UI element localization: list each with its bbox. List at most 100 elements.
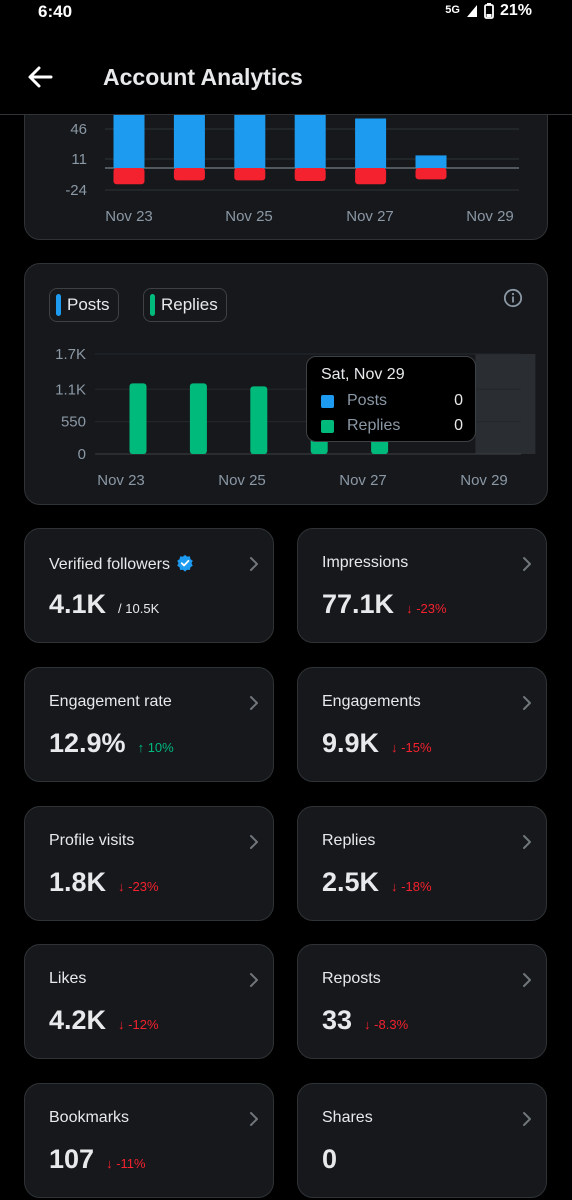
chevron-right-icon[interactable]	[520, 833, 534, 851]
x-tick-label: Nov 25	[218, 472, 266, 489]
metric-delta: ↓ -15%	[391, 740, 431, 755]
bar-lost[interactable]	[294, 168, 326, 181]
y-tick-label: 11	[71, 151, 87, 168]
metric-label: Engagement rate	[49, 693, 172, 710]
back-arrow-icon[interactable]	[24, 61, 56, 93]
bar-replies[interactable]	[129, 383, 147, 454]
bar-gained[interactable]	[415, 155, 447, 168]
metric-value: 1.8K	[49, 867, 107, 897]
chevron-right-icon[interactable]	[247, 555, 261, 573]
arrow-down-icon: ↓	[391, 740, 402, 755]
info-icon[interactable]	[503, 288, 523, 308]
y-tick-label: 0	[78, 446, 86, 463]
metric-label: Replies	[322, 832, 376, 849]
metric-value: 0	[322, 1144, 338, 1174]
metric-value-row: 1.8K ↓ -23%	[49, 867, 159, 898]
metric-delta-value: 10%	[147, 740, 174, 755]
network-indicator: 5G	[445, 4, 460, 16]
metric-value: 4.1K	[49, 589, 107, 619]
x-tick-label: Nov 23	[97, 472, 145, 489]
replies-swatch	[150, 294, 155, 316]
x-tick-label: Nov 25	[225, 208, 273, 225]
metric-card-impressions[interactable]: Impressions 77.1K ↓ -23%	[297, 528, 547, 643]
battery-icon	[484, 3, 494, 19]
metric-card-bookmarks[interactable]: Bookmarks 107 ↓ -11%	[24, 1083, 274, 1198]
legend-posts-label: Posts	[67, 295, 110, 314]
metric-delta-value: -8.3%	[374, 1017, 409, 1032]
legend-replies-label: Replies	[161, 295, 218, 314]
metric-delta: ↓ -18%	[391, 879, 431, 894]
chevron-right-icon[interactable]	[247, 1110, 261, 1128]
metric-value: 107	[49, 1144, 95, 1174]
metric-label: Verified followers	[49, 554, 194, 574]
chevron-right-icon[interactable]	[247, 833, 261, 851]
metric-card-profile-visits[interactable]: Profile visits 1.8K ↓ -23%	[24, 806, 274, 921]
arrow-down-icon: ↓	[364, 1017, 375, 1032]
metric-value-row: 4.2K ↓ -12%	[49, 1005, 159, 1036]
y-tick-label: 1.7K	[55, 346, 86, 363]
metric-total: / 10.5K	[118, 601, 160, 616]
bar-lost[interactable]	[355, 168, 387, 185]
metric-delta: ↓ -12%	[118, 1017, 158, 1032]
bar-lost[interactable]	[415, 168, 447, 180]
bar-lost[interactable]	[234, 168, 266, 181]
metric-label: Reposts	[322, 970, 381, 987]
metric-card-engagement-rate[interactable]: Engagement rate 12.9% ↑ 10%	[24, 667, 274, 782]
metric-delta: ↓ -8.3%	[364, 1017, 408, 1032]
metric-delta-value: -15%	[401, 740, 432, 755]
metric-delta-value: -23%	[416, 601, 447, 616]
bar-gained[interactable]	[355, 118, 387, 169]
metric-value: 9.9K	[322, 728, 380, 758]
x-tick-label: Nov 29	[466, 208, 514, 225]
legend-posts-toggle[interactable]: Posts	[49, 288, 119, 322]
chevron-right-icon[interactable]	[247, 971, 261, 989]
status-time: 6:40	[38, 2, 73, 21]
bar-replies[interactable]	[250, 386, 268, 454]
legend-replies-toggle[interactable]: Replies	[143, 288, 227, 322]
arrow-down-icon: ↓	[406, 601, 417, 616]
chevron-right-icon[interactable]	[247, 694, 261, 712]
tooltip-posts-label: Posts	[347, 392, 388, 409]
metric-value: 4.2K	[49, 1005, 107, 1035]
metric-label: Impressions	[322, 554, 409, 571]
chevron-right-icon[interactable]	[520, 694, 534, 712]
metric-card-verified-followers[interactable]: Verified followers 4.1K / 10.5K	[24, 528, 274, 643]
chevron-right-icon[interactable]	[520, 555, 534, 573]
arrow-down-icon: ↓	[118, 1017, 129, 1032]
metric-card-reposts[interactable]: Reposts 33 ↓ -8.3%	[297, 944, 547, 1059]
metric-value-row: 107 ↓ -11%	[49, 1144, 146, 1175]
chart-tooltip: Sat, Nov 29 Posts 0 Replies 0	[306, 356, 476, 442]
metric-value-row: 0	[322, 1144, 337, 1175]
posts-replies-chart-card: Posts Replies 1.7K 1.1K 550 0 Nov 23 Nov 25 No…	[24, 263, 548, 505]
arrow-down-icon: ↓	[118, 879, 129, 894]
posts-swatch	[56, 294, 61, 316]
tooltip-replies-label: Replies	[347, 417, 401, 434]
metric-card-replies[interactable]: Replies 2.5K ↓ -18%	[297, 806, 547, 921]
chevron-right-icon[interactable]	[520, 1110, 534, 1128]
metric-label: Engagements	[322, 693, 421, 710]
metric-value: 77.1K	[322, 589, 395, 619]
bar-lost[interactable]	[173, 168, 205, 181]
metric-label: Shares	[322, 1109, 373, 1126]
tooltip-date: Sat, Nov 29	[321, 366, 405, 383]
metric-delta-value: -23%	[128, 879, 159, 894]
chevron-right-icon[interactable]	[520, 971, 534, 989]
y-tick-label: 550	[61, 414, 86, 431]
x-tick-label: Nov 29	[460, 472, 508, 489]
bar-lost[interactable]	[113, 168, 145, 185]
metric-value: 33	[322, 1005, 353, 1035]
tooltip-replies-row: Replies 0	[321, 417, 463, 437]
metric-value-row: 33 ↓ -8.3%	[322, 1005, 408, 1036]
x-tick-label: Nov 23	[105, 208, 153, 225]
metric-value-row: 77.1K ↓ -23%	[322, 589, 447, 620]
metric-delta: ↓ -23%	[118, 879, 158, 894]
metric-card-shares[interactable]: Shares 0	[297, 1083, 547, 1198]
metric-delta: ↓ -11%	[106, 1156, 146, 1171]
metric-value-row: 2.5K ↓ -18%	[322, 867, 432, 898]
metric-label: Profile visits	[49, 832, 135, 849]
tooltip-posts-row: Posts 0	[321, 392, 463, 412]
metric-card-engagements[interactable]: Engagements 9.9K ↓ -15%	[297, 667, 547, 782]
metric-value-row: 12.9% ↑ 10%	[49, 728, 174, 759]
bar-replies[interactable]	[189, 383, 207, 454]
metric-card-likes[interactable]: Likes 4.2K ↓ -12%	[24, 944, 274, 1059]
